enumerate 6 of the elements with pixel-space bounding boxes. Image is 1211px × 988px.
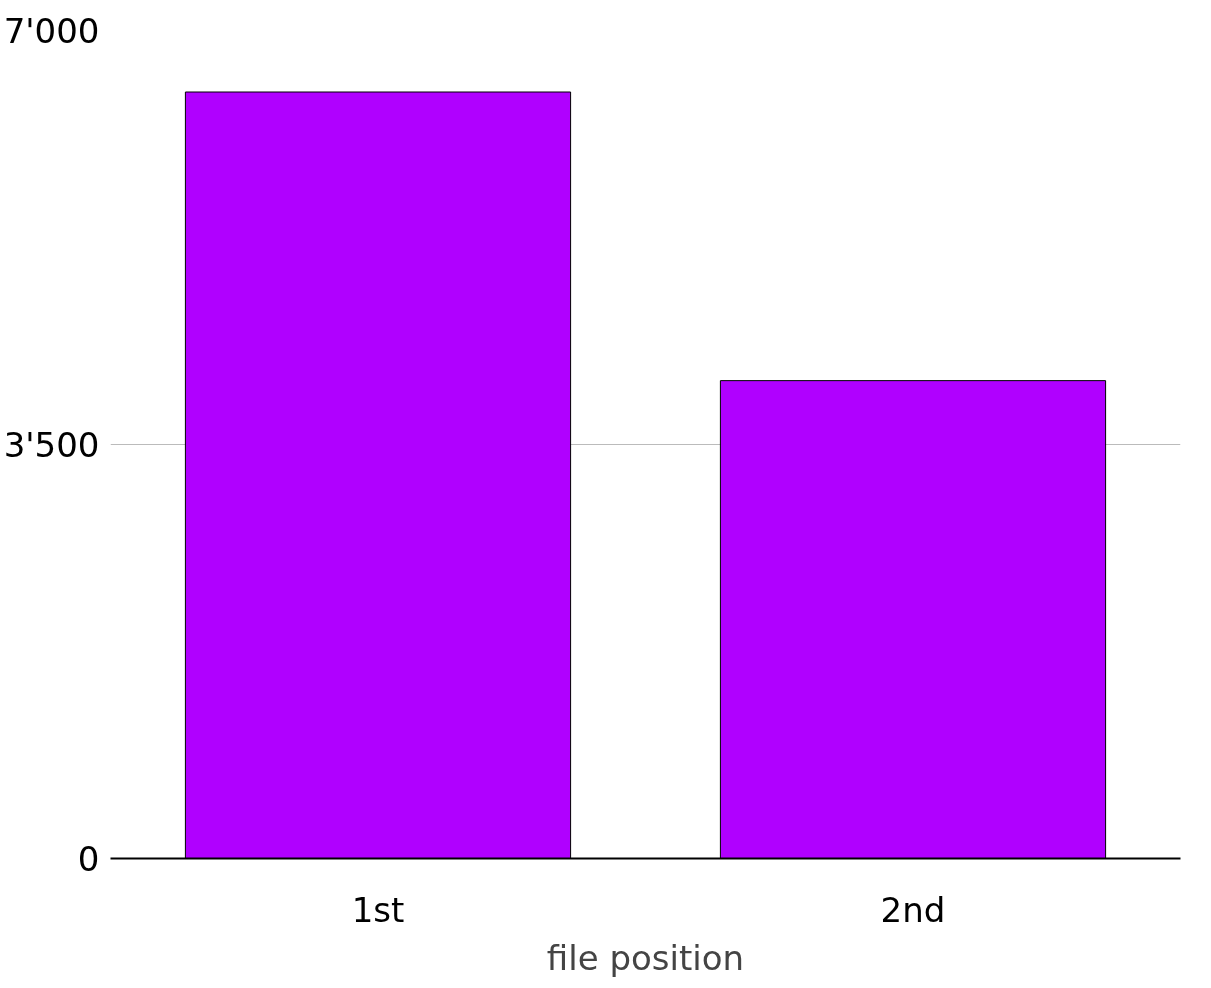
y-tick-label: 7'000 (3, 10, 100, 51)
x-tick-label: 1st (351, 889, 405, 930)
x-tick-label: 2nd (880, 889, 946, 930)
x-axis-title: file position (546, 937, 745, 978)
y-tick-label: 3'500 (3, 424, 100, 465)
y-tick-label: 0 (77, 838, 100, 879)
